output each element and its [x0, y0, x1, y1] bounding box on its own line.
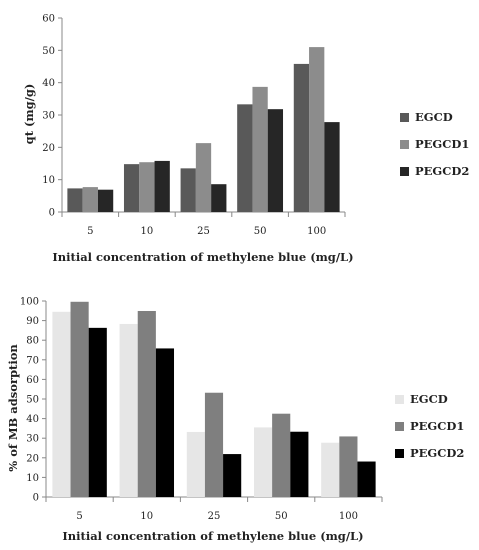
y-tick-label: 40	[42, 78, 55, 89]
y-tick-label: 90	[26, 316, 39, 327]
bar-pegcd1-5	[82, 187, 98, 212]
bar-pegcd1-25	[204, 392, 224, 497]
y-tick-label: 20	[26, 453, 39, 464]
x-tick-label: 50	[254, 226, 267, 237]
bar-pegcd2-100	[357, 461, 376, 497]
bar-pegcd2-10	[155, 348, 175, 497]
legend-swatch-pegcd2	[400, 167, 409, 176]
y-tick-label: 50	[42, 46, 55, 57]
x-tick-label: 100	[307, 226, 326, 237]
bar-pegcd1-10	[137, 310, 156, 497]
bar-egcd-100	[321, 442, 340, 497]
qt-plot-area: 0 10 20 30 40 50 60 5 10 25 50 100 EGCD PEGCD1 PEGCD2	[42, 14, 469, 238]
y-tick-label: 40	[26, 414, 39, 425]
y-tick-label: 60	[42, 14, 55, 25]
y-tick-label: 0	[33, 493, 39, 504]
bar-egcd-25	[180, 168, 196, 212]
y-tick-label: 0	[49, 208, 55, 219]
legend-swatch-pegcd2	[395, 449, 404, 458]
x-tick-label: 100	[339, 511, 358, 522]
y-tick-label: 100	[20, 297, 39, 308]
bar-pegcd2-50	[290, 431, 309, 497]
bar-egcd-5	[67, 188, 83, 212]
x-tick-label: 50	[275, 511, 288, 522]
legend-swatch-pegcd1	[395, 422, 404, 431]
y-tick-label: 60	[26, 375, 39, 386]
legend-swatch-egcd	[395, 395, 404, 404]
x-tick-label: 25	[208, 511, 221, 522]
legend-swatch-pegcd1	[400, 140, 409, 149]
x-tick-label: 10	[141, 226, 154, 237]
legend-swatch-egcd	[400, 113, 409, 122]
bar-egcd-100	[293, 63, 310, 213]
qt-y-axis-title: qt (mg/g)	[22, 84, 36, 145]
bar-egcd-25	[186, 431, 205, 497]
y-tick-label: 10	[26, 473, 39, 484]
bar-egcd-50	[237, 104, 253, 212]
bar-pegcd1-50	[252, 86, 268, 212]
y-tick-label: 10	[42, 175, 55, 186]
y-tick-label: 80	[26, 336, 39, 347]
mb-adsorption-bar-chart: 0 10 20 30 40 50 60 70 80 90 100 5 10 25 50 100 EGCD PEGC…	[6, 297, 464, 544]
x-tick-label: 5	[76, 511, 82, 522]
adsorption-x-axis-title: Initial concentration of methylene blue …	[62, 529, 363, 543]
y-tick-label: 30	[26, 434, 39, 445]
bar-pegcd2-10	[154, 160, 170, 212]
bar-egcd-50	[253, 427, 273, 497]
bar-pegcd1-25	[195, 143, 212, 212]
legend-label-egcd: EGCD	[415, 110, 453, 124]
x-tick-label: 10	[140, 511, 153, 522]
bar-egcd-5	[52, 311, 71, 497]
x-tick-label: 5	[87, 226, 93, 237]
legend-label-pegcd1: PEGCD1	[410, 419, 464, 433]
bar-pegcd1-100	[339, 436, 358, 497]
bar-egcd-10	[119, 323, 138, 497]
bar-pegcd2-5	[97, 189, 114, 212]
adsorption-y-axis-title: % of MB adsorption	[6, 344, 20, 472]
bar-pegcd2-25	[223, 454, 242, 497]
y-tick-label: 70	[26, 355, 39, 366]
bar-egcd-10	[123, 164, 140, 212]
bar-pegcd2-50	[267, 109, 284, 212]
bar-pegcd1-100	[309, 47, 325, 212]
y-tick-label: 30	[42, 111, 55, 122]
legend-label-pegcd2: PEGCD2	[415, 164, 469, 178]
x-tick-label: 25	[197, 226, 210, 237]
bar-pegcd2-25	[211, 184, 227, 212]
bar-pegcd2-5	[88, 327, 107, 497]
y-tick-label: 20	[42, 143, 55, 154]
bar-pegcd2-100	[324, 122, 340, 212]
adsorption-plot-area: 0 10 20 30 40 50 60 70 80 90 100 5 10 25 50 100 EGCD PEGC…	[20, 297, 464, 523]
legend-label-pegcd1: PEGCD1	[415, 137, 469, 151]
bar-pegcd1-50	[272, 413, 291, 497]
qt-x-axis-title: Initial concentration of methylene blue …	[52, 250, 353, 264]
y-tick-label: 50	[26, 395, 39, 406]
bar-pegcd1-5	[70, 301, 89, 497]
legend-label-egcd: EGCD	[410, 392, 448, 406]
legend-label-pegcd2: PEGCD2	[410, 446, 464, 460]
bar-pegcd1-10	[139, 162, 155, 212]
